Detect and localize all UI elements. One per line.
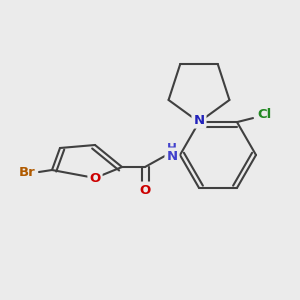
Text: H: H [167, 142, 177, 154]
Text: N: N [167, 149, 178, 163]
Text: Cl: Cl [258, 108, 272, 121]
Text: Br: Br [19, 166, 35, 178]
Text: O: O [140, 184, 151, 196]
Text: N: N [194, 114, 205, 127]
Text: O: O [89, 172, 100, 184]
